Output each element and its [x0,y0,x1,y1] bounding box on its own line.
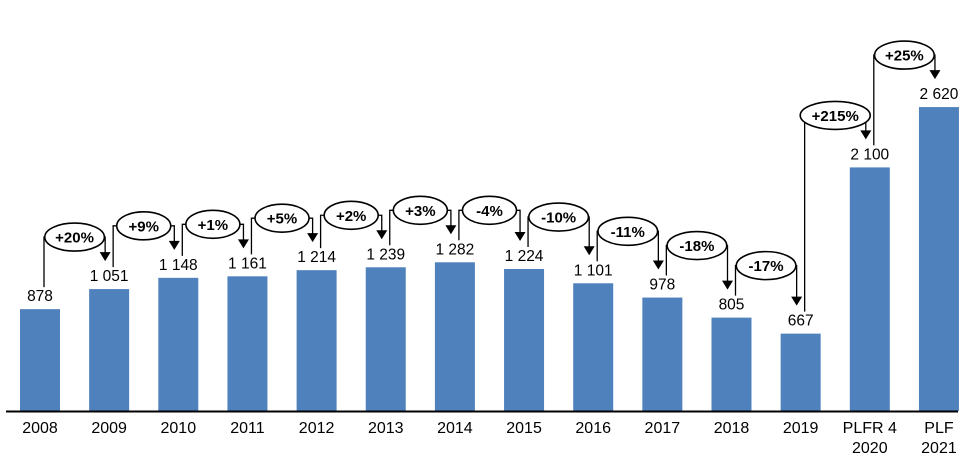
bar-2016 [573,283,614,411]
arrow-down-icon [791,296,803,306]
bar-value-label-2013: 1 239 [366,246,405,263]
arrow-down-icon [860,130,872,140]
connector-line-left [873,54,877,146]
pct-change-label--4%: -4% [476,203,503,220]
bar-value-label-2015: 1 224 [505,248,544,265]
pct-change-bubble--4% [461,195,518,226]
bar-2010 [158,277,199,411]
x-axis-label-plfr-4-2020-line2: 2020 [852,440,888,457]
arrow-down-icon [445,225,457,235]
pct-change-bubble--11% [597,216,659,247]
x-axis-label-2018: 2018 [714,420,750,437]
bar-value-label-2011: 1 161 [228,255,267,272]
x-axis-label-2013: 2013 [368,420,404,437]
x-axis-label-2015: 2015 [506,420,542,437]
x-axis-label-2009: 2009 [91,420,127,437]
pct-change-bubble-+5% [254,203,310,233]
pct-change-bubble-+2% [323,200,379,231]
pct-change-bubble-+25% [873,40,935,70]
pct-change-label-+3%: +3% [405,203,435,220]
pct-change-bubble--17% [735,250,797,281]
pct-change-label--10%: -10% [541,210,576,227]
bar-plfr-4-2020 [849,167,890,411]
connector-line-left [43,236,47,288]
bar-value-label-2016: 1 101 [574,262,613,279]
x-axis-label-2017: 2017 [645,420,681,437]
connector-line-left [112,225,119,268]
x-axis-label-2016: 2016 [575,420,611,437]
bar-value-label-plf-2021: 2 620 [920,86,959,103]
arrow-down-icon [514,232,526,242]
pct-change-label-+2%: +2% [336,208,366,225]
pct-change-label--11%: -11% [611,224,645,241]
pct-change-label-+9%: +9% [128,218,158,235]
bar-value-label-2018: 805 [719,297,745,314]
pct-change-label--18%: -18% [679,238,714,255]
pct-change-bubble-+20% [43,222,106,252]
arrow-down-icon [99,252,111,262]
x-axis-label-2019: 2019 [783,420,819,437]
bar-value-label-2014: 1 282 [436,241,475,258]
x-axis-label-2014: 2014 [437,420,473,437]
arrow-down-icon [929,70,941,80]
pct-change-bubble--18% [666,230,728,261]
x-axis-label-2012: 2012 [299,420,335,437]
connector-line-left [802,114,806,312]
bar-2019 [780,333,821,411]
pct-change-bubble-+215% [799,100,872,131]
pct-change-label-+5%: +5% [267,211,297,228]
pct-change-bubble-+1% [185,209,241,240]
bar-plf-2021 [918,107,959,411]
bar-value-label-2008: 878 [27,288,53,305]
pct-change-label-+25%: +25% [885,48,924,65]
bar-value-label-plfr-4-2020: 2 100 [850,146,889,163]
bar-2015 [504,269,545,411]
x-axis-label-plfr-4-2020: PLFR 4 [843,420,897,437]
bar-value-label-2010: 1 148 [159,257,198,274]
arrow-down-icon [307,233,319,243]
arrow-down-icon [583,246,595,256]
pct-change-label-+215%: +215% [812,108,859,125]
arrow-down-icon [168,240,180,250]
x-axis-label-2010: 2010 [161,420,197,437]
x-axis-label-plf-2021: PLF [924,420,954,437]
arrow-down-icon [376,230,388,240]
bar-value-label-2009: 1 051 [90,268,129,285]
pct-change-bubble--10% [528,202,590,232]
bar-2018 [711,317,752,411]
arrow-down-icon [652,260,664,270]
bar-value-label-2017: 978 [649,277,675,294]
x-axis-label-plf-2021-line2: 2021 [921,440,957,457]
x-axis-label-2011: 2011 [230,420,265,437]
bar-2008 [20,309,60,411]
pct-change-bubble-+3% [392,195,449,226]
bar-value-label-2019: 667 [788,313,814,330]
arrow-down-icon [722,280,733,290]
bar-value-label-2012: 1 214 [297,249,336,266]
bar-2009 [89,289,130,411]
bar-2017 [642,297,683,411]
arrow-down-icon [237,239,249,249]
x-axis-label-2008: 2008 [22,420,58,437]
bar-2014 [434,262,475,411]
pct-change-label-+1%: +1% [198,217,228,234]
bar-2013 [365,267,406,411]
bar-2012 [296,270,337,411]
pct-change-label-+20%: +20% [55,230,94,247]
pct-change-bubble-+9% [115,211,172,241]
bar-2011 [227,276,268,411]
pct-change-label--17%: -17% [749,258,784,275]
